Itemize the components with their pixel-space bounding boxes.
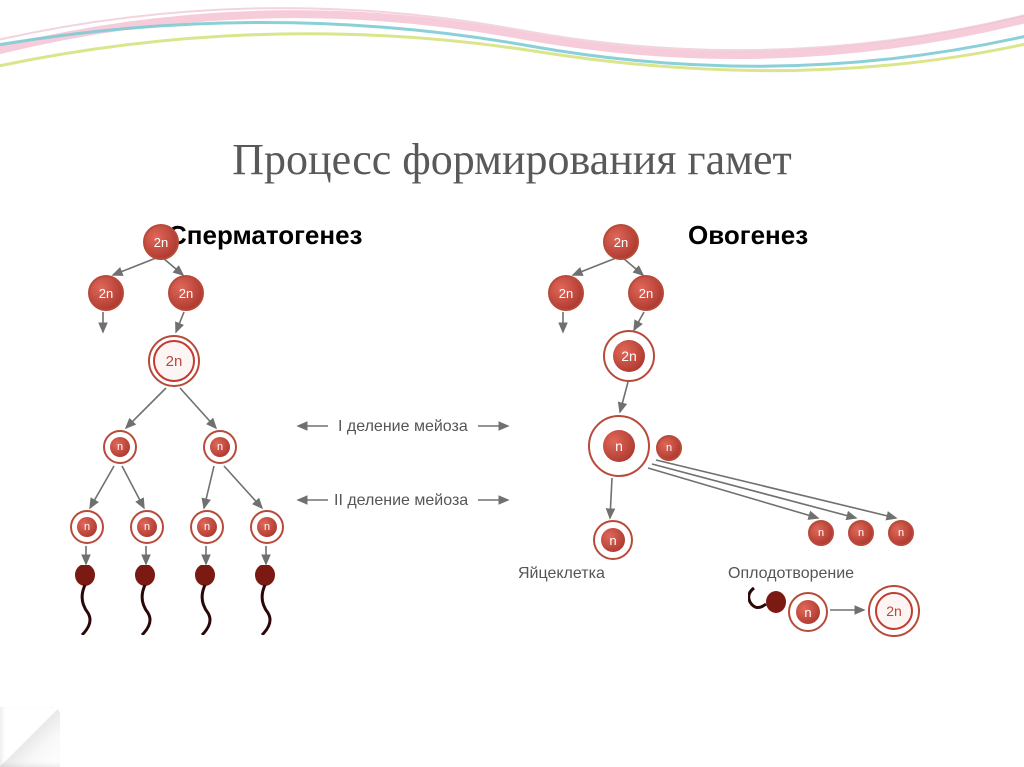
cell-label: n	[264, 521, 270, 533]
cell-label: n	[666, 442, 672, 454]
sperm-m2c-cell: n	[190, 510, 224, 544]
sperm-l1a-cell: 2n	[88, 275, 124, 311]
cell-label: 2n	[179, 286, 193, 301]
cell-label: n	[144, 521, 150, 533]
oo-m1pb-cell: n	[656, 435, 682, 461]
cell-label: n	[117, 441, 123, 453]
meiosis2-label: II деление мейоза	[334, 492, 468, 510]
slide-title: Процесс формирования гамет	[0, 134, 1024, 185]
oo-m1big-cell: n	[588, 415, 650, 477]
sperm-m1a-cell: n	[103, 430, 137, 464]
cell-label: n	[804, 605, 811, 620]
oo-root-cell: 2n	[603, 224, 639, 260]
slide: Процесс формирования гамет	[0, 0, 1024, 767]
sperm-icon	[192, 565, 218, 635]
page-curl-icon	[0, 707, 60, 767]
oo-big2n-cell: 2n	[603, 330, 655, 382]
fert-sperm-icon	[748, 582, 788, 622]
spermatogenesis-title: Сперматогенез	[168, 220, 362, 251]
egg-label: Яйцеклетка	[518, 565, 605, 583]
sperm-icon	[132, 565, 158, 635]
cell-label: n	[615, 438, 623, 454]
sperm-big2n-cell: 2n	[148, 335, 200, 387]
oo-pb1-cell: n	[808, 520, 834, 546]
sperm-m1b-cell: n	[203, 430, 237, 464]
diagram: Сперматогенез 2n 2n 2n 2n n n n n n n I …	[48, 220, 976, 720]
zygote-cell: 2n	[868, 585, 920, 637]
sperm-l1b-cell: 2n	[168, 275, 204, 311]
fert-n-cell: n	[788, 592, 828, 632]
cell-label: 2n	[166, 353, 183, 370]
sperm-m2a-cell: n	[70, 510, 104, 544]
cell-label: 2n	[614, 235, 628, 250]
cell-label: n	[609, 533, 616, 548]
fert-label: Оплодотворение	[728, 565, 854, 583]
oogenesis-title: Овогенез	[688, 220, 808, 251]
meiosis1-label: I деление мейоза	[338, 418, 468, 436]
oo-l1b-cell: 2n	[628, 275, 664, 311]
cell-label: 2n	[559, 286, 573, 301]
cell-label: n	[84, 521, 90, 533]
oo-l1a-cell: 2n	[548, 275, 584, 311]
sperm-icon	[252, 565, 278, 635]
oo-pb2-cell: n	[848, 520, 874, 546]
cell-label: n	[217, 441, 223, 453]
sperm-m2d-cell: n	[250, 510, 284, 544]
cell-label: 2n	[99, 286, 113, 301]
cell-label: 2n	[886, 603, 902, 619]
sperm-root-cell: 2n	[143, 224, 179, 260]
oo-egg-cell: n	[593, 520, 633, 560]
cell-label: 2n	[621, 348, 637, 364]
cell-label: 2n	[639, 286, 653, 301]
cell-label: 2n	[154, 235, 168, 250]
cell-label: n	[204, 521, 210, 533]
cell-label: n	[858, 527, 864, 539]
cell-label: n	[898, 527, 904, 539]
sperm-icon	[72, 565, 98, 635]
sperm-m2b-cell: n	[130, 510, 164, 544]
oo-pb3-cell: n	[888, 520, 914, 546]
ribbon-decoration	[0, 0, 1024, 90]
cell-label: n	[818, 527, 824, 539]
